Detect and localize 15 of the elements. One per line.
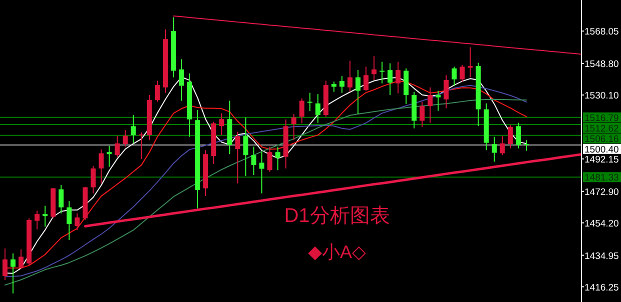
y-tick-label: 1492.15 bbox=[584, 154, 619, 166]
ref-line-label: 1506.16 bbox=[584, 134, 619, 145]
annotation: ◆小A◇ bbox=[308, 242, 366, 262]
ref-line-label: 1481.33 bbox=[584, 172, 619, 184]
y-tick-label: 1472.90 bbox=[584, 186, 619, 198]
y-tick-label: 1454.20 bbox=[584, 218, 619, 230]
ref-line-label: 1512.62 bbox=[584, 123, 619, 134]
ref-line-label: 1516.79 bbox=[584, 112, 619, 124]
annotation: D1分析图表 bbox=[284, 205, 390, 227]
y-tick-label: 1530.10 bbox=[584, 90, 619, 102]
y-tick-label: 1568.05 bbox=[584, 26, 619, 38]
y-tick-label: 1434.95 bbox=[584, 250, 619, 262]
ref-line-label: 1500.40 bbox=[584, 144, 619, 156]
y-tick-label: 1548.80 bbox=[584, 59, 619, 70]
y-tick-label: 1416.25 bbox=[584, 282, 619, 294]
